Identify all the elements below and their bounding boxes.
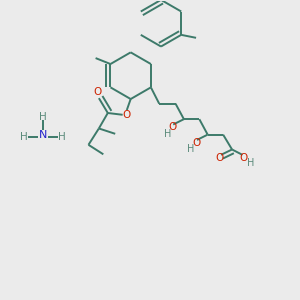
Text: O: O [122,110,130,120]
Text: H: H [39,112,47,122]
Text: H: H [164,129,171,139]
Text: H: H [58,132,66,142]
Text: O: O [93,87,101,97]
Text: N: N [39,130,47,140]
Text: O: O [240,153,248,163]
Text: H: H [20,132,28,142]
Text: O: O [169,122,177,133]
Text: H: H [187,145,195,154]
Text: O: O [215,153,224,163]
Text: O: O [192,138,200,148]
Text: H: H [247,158,254,168]
